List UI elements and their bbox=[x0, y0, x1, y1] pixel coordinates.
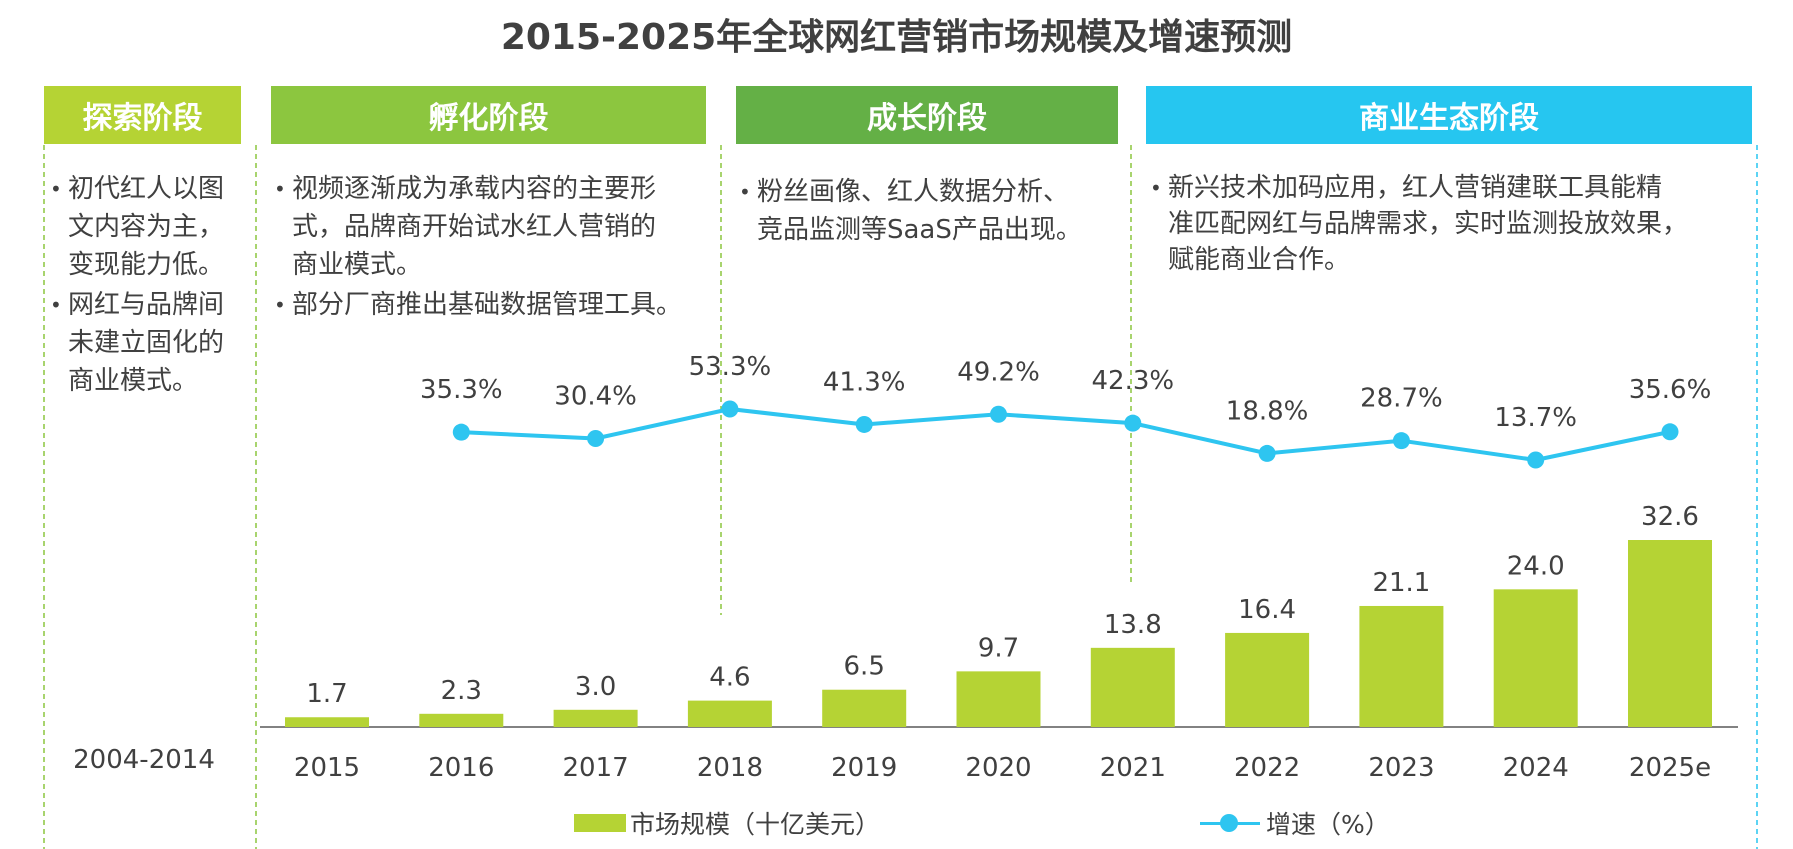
legend-growth-rate-label: 增速（%） bbox=[1266, 810, 1390, 839]
x-tick-label: 2016 bbox=[428, 753, 494, 783]
growth-rate-line bbox=[461, 407, 1671, 462]
x-tick-label: 2019 bbox=[831, 753, 897, 783]
bar-label-2015: 1.7 bbox=[306, 679, 347, 709]
bar-2018 bbox=[687, 700, 772, 727]
bar-label-2019: 6.5 bbox=[844, 652, 885, 682]
growth-label-2019: 41.3% bbox=[823, 367, 906, 397]
bar-2023 bbox=[1359, 605, 1444, 727]
bullet-item: 部分厂商推出基础数据管理工具。 bbox=[274, 286, 734, 324]
bar-label-2025e: 32.6 bbox=[1641, 502, 1699, 532]
x-tick-label: 2022 bbox=[1234, 753, 1300, 783]
growth-label-2024: 13.7% bbox=[1494, 403, 1577, 433]
bar-2015 bbox=[285, 717, 369, 727]
x-tick-label: 2015 bbox=[294, 753, 360, 783]
growth-point-2023 bbox=[1392, 432, 1410, 450]
bar-2017 bbox=[553, 709, 638, 727]
x-tick-label: 2021 bbox=[1100, 753, 1166, 783]
legend-market-size-label: 市场规模（十亿美元） bbox=[630, 810, 881, 839]
x-tick-label: 2023 bbox=[1368, 753, 1434, 783]
phase-header-incubation: 孵化阶段 bbox=[271, 86, 706, 144]
bar-label-2023: 21.1 bbox=[1372, 568, 1430, 598]
phase-description-commercial-ecosystem: 新兴技术加码应用，红人营销建联工具能精 准匹配网红与品牌需求，实时监测投放效果，… bbox=[1150, 170, 1760, 278]
growth-point-2017 bbox=[587, 429, 605, 447]
first-period-label: 2004-2014 bbox=[73, 745, 215, 775]
growth-label-2021: 42.3% bbox=[1091, 366, 1174, 396]
phase-header-exploration: 探索阶段 bbox=[44, 86, 241, 144]
bullet-item: 新兴技术加码应用，红人营销建联工具能精 准匹配网红与品牌需求，实时监测投放效果，… bbox=[1150, 170, 1760, 278]
bar-2016 bbox=[419, 713, 504, 727]
bullet-item: 网红与品牌间 未建立固化的 商业模式。 bbox=[50, 286, 260, 400]
bar-label-2018: 4.6 bbox=[709, 663, 750, 693]
x-tick-label: 2018 bbox=[697, 753, 763, 783]
bar-2025e bbox=[1628, 540, 1712, 727]
bar-label-2020: 9.7 bbox=[978, 633, 1019, 663]
growth-point-2025e bbox=[1661, 423, 1679, 441]
bar-label-2021: 13.8 bbox=[1104, 610, 1162, 640]
growth-label-2025e: 35.6% bbox=[1629, 375, 1712, 405]
growth-label-2020: 49.2% bbox=[957, 357, 1040, 387]
growth-label-2018: 53.3% bbox=[689, 352, 772, 382]
legend-market-size: 市场规模（十亿美元） bbox=[574, 805, 880, 841]
bullet-item: 粉丝画像、红人数据分析、 竞品监测等SaaS产品出现。 bbox=[739, 173, 1139, 249]
growth-point-2016 bbox=[452, 423, 470, 441]
phase-description-exploration: 初代红人以图 文内容为主， 变现能力低。 网红与品牌间 未建立固化的 商业模式。 bbox=[50, 170, 260, 400]
legend-growth-rate: 增速（%） bbox=[1200, 805, 1390, 841]
growth-point-2020 bbox=[990, 405, 1007, 423]
legend-line-swatch bbox=[1200, 813, 1260, 833]
x-tick-label: 2024 bbox=[1503, 753, 1569, 783]
bullet-item: 初代红人以图 文内容为主， 变现能力低。 bbox=[50, 170, 260, 284]
growth-label-2023: 28.7% bbox=[1360, 384, 1443, 414]
growth-label-2017: 30.4% bbox=[554, 381, 637, 411]
growth-point-2018 bbox=[721, 400, 739, 418]
chart-title: 2015-2025年全球网红营销市场规模及增速预测 bbox=[500, 17, 1293, 58]
x-tick-label: 2020 bbox=[965, 753, 1031, 783]
phase-header-commercial-ecosystem: 商业生态阶段 bbox=[1146, 86, 1752, 144]
x-tick-label: 2017 bbox=[563, 753, 629, 783]
x-tick-label: 2025e bbox=[1629, 753, 1711, 783]
growth-point-2019 bbox=[855, 415, 873, 433]
bar-label-2016: 2.3 bbox=[441, 676, 482, 706]
growth-point-2024 bbox=[1527, 451, 1545, 469]
bar-2020 bbox=[956, 671, 1041, 727]
bar-label-2022: 16.4 bbox=[1238, 595, 1296, 625]
bar-2022 bbox=[1225, 632, 1310, 727]
bullet-item: 视频逐渐成为承载内容的主要形 式，品牌商开始试水红人营销的 商业模式。 bbox=[274, 170, 734, 284]
phase-description-growth: 粉丝画像、红人数据分析、 竞品监测等SaaS产品出现。 bbox=[739, 173, 1139, 249]
growth-label-2016: 35.3% bbox=[420, 375, 503, 405]
phase-description-incubation: 视频逐渐成为承载内容的主要形 式，品牌商开始试水红人营销的 商业模式。 部分厂商… bbox=[274, 170, 734, 324]
bar-label-2024: 24.0 bbox=[1507, 551, 1565, 581]
bar-2024 bbox=[1493, 589, 1578, 727]
legend-bar-swatch bbox=[574, 814, 626, 832]
bar-2021 bbox=[1090, 647, 1175, 727]
bar-2019 bbox=[822, 689, 907, 727]
growth-label-2022: 18.8% bbox=[1226, 396, 1309, 426]
growth-point-2022 bbox=[1258, 444, 1276, 462]
phase-header-growth: 成长阶段 bbox=[736, 86, 1118, 144]
bar-label-2017: 3.0 bbox=[575, 672, 616, 702]
growth-point-2021 bbox=[1124, 414, 1142, 432]
